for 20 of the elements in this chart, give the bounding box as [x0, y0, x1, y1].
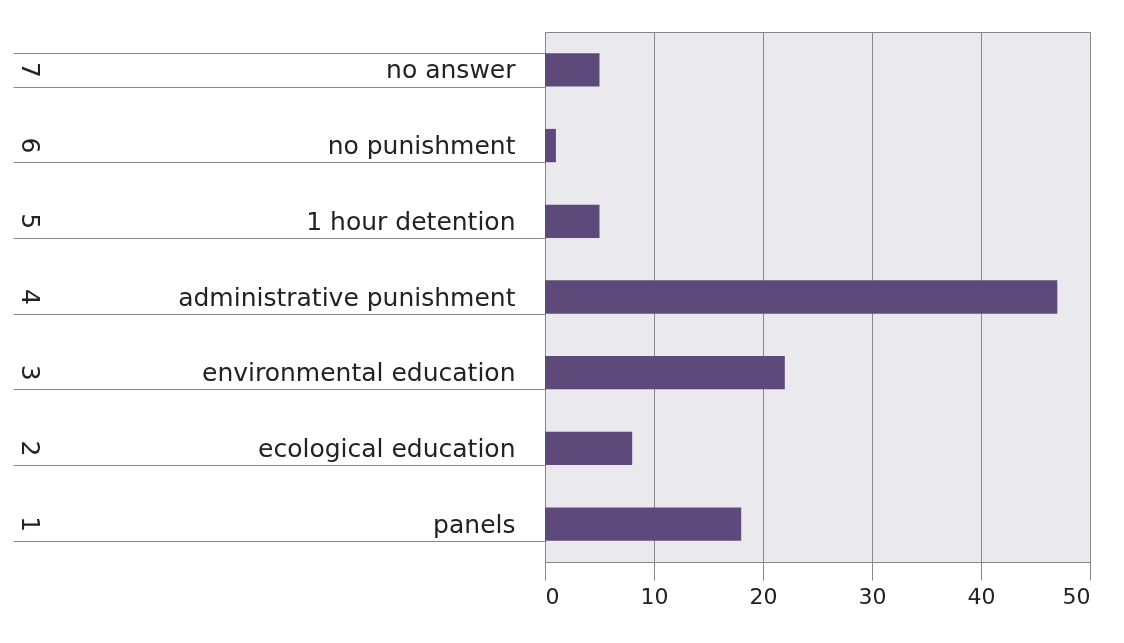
- y-tick-label: 1 hour detention: [306, 206, 516, 236]
- x-tick-label: 0: [545, 583, 560, 609]
- text: 7: [16, 61, 45, 78]
- text: 2: [16, 440, 45, 457]
- x-tick-label: 50: [1062, 583, 1091, 609]
- text: 6: [16, 137, 45, 154]
- y-tick-label: ecological education: [258, 433, 516, 463]
- y-tick-label: no answer: [386, 55, 517, 85]
- text: 5: [16, 213, 45, 230]
- y-tick-label: panels: [433, 509, 516, 539]
- x-tick-label: 10: [640, 583, 669, 609]
- y-tick-label: administrative punishment: [178, 282, 516, 312]
- text: 3: [16, 364, 45, 381]
- text: 4: [16, 289, 45, 305]
- x-tick-label: 40: [967, 583, 996, 609]
- y-tick-label: environmental education: [202, 358, 516, 388]
- x-tick-label: 30: [858, 583, 887, 609]
- x-tick-label: 20: [749, 583, 778, 609]
- y-tick-label: no punishment: [327, 131, 516, 161]
- text: 1: [16, 516, 45, 533]
